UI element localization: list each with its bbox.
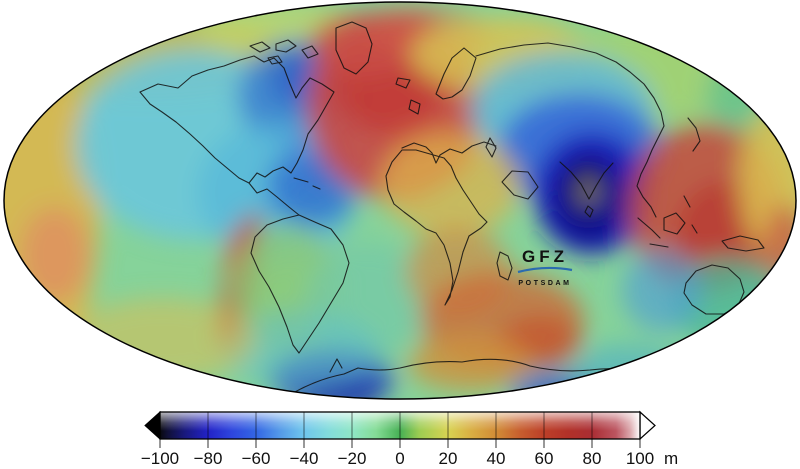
colorbar-tick-label: 40 — [487, 449, 506, 468]
colorbar-tick-label: 100 — [626, 449, 654, 468]
colorbar-ticks: −100 −80 −60 −40 −20 0 20 40 60 80 100 — [141, 412, 654, 468]
colorbar-unit-label: m — [664, 449, 678, 468]
colorbar-tick-label: −60 — [242, 449, 271, 468]
colorbar-tick-label: −20 — [338, 449, 367, 468]
colorbar-tick-label: 80 — [583, 449, 602, 468]
colorbar-left-arrow-icon — [144, 410, 161, 441]
colorbar: −100 −80 −60 −40 −20 0 20 40 60 80 100 m — [141, 410, 678, 468]
colorbar-tick-label: 20 — [439, 449, 458, 468]
geoid-map: GFZ POTSDAM — [3, 1, 797, 400]
colorbar-tick-label: −40 — [290, 449, 319, 468]
gfz-logo-text: GFZ — [522, 247, 568, 266]
colorbar-tick-label: 0 — [395, 449, 404, 468]
colorbar-tick-label: −100 — [141, 449, 179, 468]
gfz-logo-subtitle: POTSDAM — [518, 280, 571, 287]
colorbar-tick-label: −80 — [194, 449, 223, 468]
colorbar-tick-label: 60 — [535, 449, 554, 468]
colorbar-border — [159, 411, 641, 440]
colorbar-right-arrow-icon — [639, 410, 656, 441]
gfz-logo-swoosh-icon — [517, 266, 573, 274]
gfz-logo: GFZ POTSDAM — [517, 247, 573, 287]
map-outline — [3, 1, 797, 400]
geoid-color-field: GFZ POTSDAM — [4, 2, 796, 399]
